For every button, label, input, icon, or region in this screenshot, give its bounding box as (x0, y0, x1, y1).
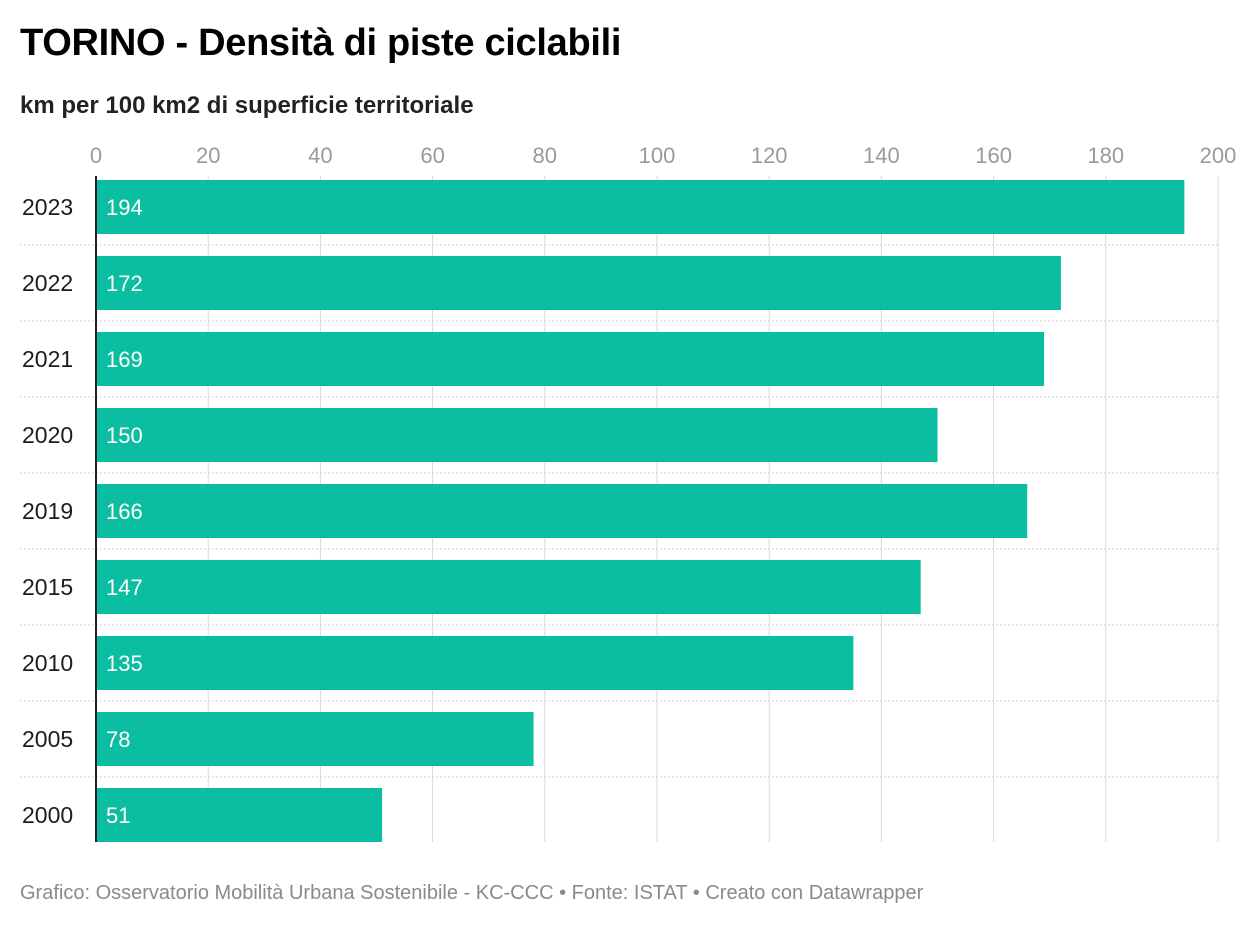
category-label: 2020 (22, 422, 73, 448)
chart-subtitle: km per 100 km2 di superficie territorial… (20, 92, 474, 119)
x-tick-label: 0 (90, 143, 102, 168)
category-label: 2000 (22, 802, 73, 828)
bar (96, 560, 921, 614)
data-label: 51 (106, 803, 130, 828)
data-label: 150 (106, 423, 143, 448)
bar-chart: 0 20 40 60 80 100 120 140 160 180 200 2023 194 2022 17… (20, 143, 1237, 842)
x-tick-label: 200 (1200, 143, 1237, 168)
category-label: 2019 (22, 498, 73, 524)
x-tick-label: 120 (751, 143, 788, 168)
x-tick-label: 20 (196, 143, 220, 168)
x-tick-label: 160 (975, 143, 1012, 168)
bar (96, 484, 1028, 538)
bar (96, 332, 1045, 386)
x-tick-label: 60 (420, 143, 444, 168)
data-label: 194 (106, 195, 143, 220)
x-tick-label: 40 (308, 143, 332, 168)
bar (96, 256, 1061, 310)
bar (96, 408, 938, 462)
chart-footer: Grafico: Osservatorio Mobilità Urbana So… (20, 882, 924, 904)
data-label: 169 (106, 347, 143, 372)
category-label: 2015 (22, 574, 73, 600)
category-label: 2023 (22, 194, 73, 220)
category-label: 2005 (22, 726, 73, 752)
bar (96, 180, 1185, 234)
bar (96, 788, 383, 842)
data-label: 78 (106, 727, 130, 752)
data-label: 166 (106, 499, 143, 524)
category-label: 2010 (22, 650, 73, 676)
x-tick-label: 80 (533, 143, 557, 168)
chart-title: TORINO - Densità di piste ciclabili (20, 22, 622, 64)
data-label: 135 (106, 651, 143, 676)
data-label: 172 (106, 271, 143, 296)
x-tick-label: 140 (863, 143, 900, 168)
x-tick-label: 100 (639, 143, 676, 168)
data-label: 147 (106, 575, 143, 600)
bar (96, 712, 534, 766)
category-label: 2021 (22, 346, 73, 372)
x-tick-label: 180 (1087, 143, 1124, 168)
bar (96, 636, 854, 690)
category-label: 2022 (22, 270, 73, 296)
